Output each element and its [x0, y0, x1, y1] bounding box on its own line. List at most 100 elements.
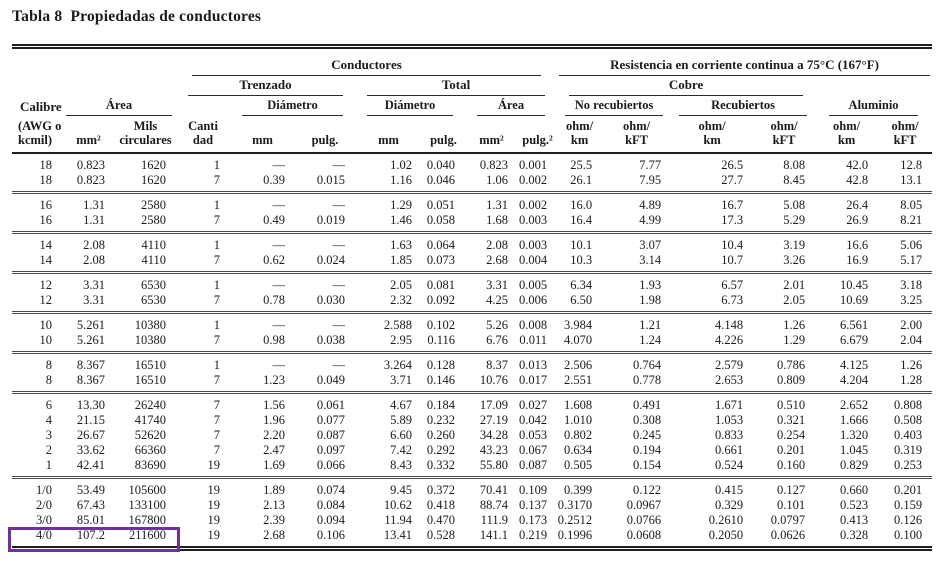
- cell-trenzado-diam-pulg: —: [295, 311, 355, 333]
- header-area-calibre: Área: [62, 96, 176, 116]
- table-row: 16 1.31 2580 1— —1.29 0.051 1.31 0.002 16.0 4.89 1…: [12, 191, 933, 213]
- cell-cobre-no-recub-ohm-kft: 0.778: [632, 373, 662, 387]
- cell-aluminio-ohm-kft: 8.21: [900, 213, 923, 227]
- cell-trenzado-diam-mm: —: [230, 311, 295, 333]
- cell-total-area-pulg2: 0.219: [518, 528, 548, 542]
- cell-cobre-recub-ohm-km: 27.7: [721, 173, 744, 187]
- cell-cobre-no-recub-ohm-km: 16.4: [570, 213, 593, 227]
- cell-aluminio-ohm-km: 6.679: [839, 333, 869, 347]
- cell-trenzado-diam-pulg: 0.106: [316, 528, 345, 542]
- cell-trenzado-diam-pulg: 0.094: [316, 513, 345, 527]
- cell-calibre: 4: [45, 413, 52, 427]
- cell-aluminio-ohm-kft: 1.26: [878, 351, 933, 373]
- cell-aluminio-ohm-kft: 12.8: [900, 158, 923, 172]
- cell-total-area-pulg2: 0.013: [518, 351, 558, 373]
- cell-cobre-recub-ohm-km: 10.4: [671, 231, 754, 253]
- table-row: 18 0.823 1620 1 — — 1.02 0.040 0.823 0.001 25.5 7.7…: [12, 153, 932, 173]
- cell-trenzado-diam-mm: 1.56: [230, 391, 295, 413]
- cell-area-mils: 66360: [134, 443, 166, 457]
- cell-aluminio-ohm-kft: 0.159: [893, 498, 923, 512]
- cell-aluminio-ohm-kft: 0.126: [893, 513, 923, 527]
- cell-total-diam-mm: 11.94: [384, 513, 412, 527]
- cell-area-mm2: 2.08: [62, 231, 115, 253]
- cell-cobre-recub-ohm-km: 26.5: [721, 158, 744, 172]
- cell-total-diam-pulg: 0.528: [426, 528, 455, 542]
- cell-aluminio-ohm-km: 10.69: [839, 293, 869, 307]
- cell-area-mm2: 0.823: [76, 158, 105, 172]
- cell-cobre-no-recub-ohm-kft: 1.93: [602, 271, 672, 293]
- cell-cobre-no-recub-ohm-kft: 0.154: [632, 458, 662, 472]
- cell-trenzado-diam-pulg: 0.077: [316, 413, 345, 427]
- cell-cobre-no-recub-ohm-kft: 7.77: [639, 158, 662, 172]
- cell-cantidad: 7: [213, 173, 220, 187]
- table-title: Tabla 8 Propiedadas de conductores: [12, 8, 262, 25]
- unit-ohm-kft-recub: ohm/ kFT: [753, 116, 816, 154]
- table-row: 2/0 67.43 133100 19 2.13 0.084 10.62 0.418 88.74…: [12, 498, 932, 513]
- cell-aluminio-ohm-kft: 5.17: [900, 253, 923, 267]
- cell-cobre-no-recub-ohm-kft: 0.245: [632, 428, 662, 442]
- cell-total-diam-pulg: 0.292: [426, 443, 455, 457]
- cell-aluminio-ohm-km: 0.413: [839, 513, 869, 527]
- cell-total-diam-pulg: 0.051: [422, 191, 465, 213]
- cell-cobre-recub-ohm-km: 0.661: [714, 443, 744, 457]
- cell-aluminio-ohm-km: 2.652: [815, 391, 879, 413]
- cell-area-mm2: 0.823: [76, 173, 105, 187]
- cell-calibre: 1/0: [12, 476, 62, 498]
- cell-total-diam-pulg: 0.040: [426, 158, 455, 172]
- row-group: 6 13.30 26240 7 1.56 0.061 4.67 0.184 17.09 0.027…: [12, 391, 933, 478]
- cell-trenzado-diam-pulg: 0.084: [316, 498, 345, 512]
- cell-area-mm2: 53.49: [62, 476, 115, 498]
- cell-total-area-mm2: 1.06: [486, 173, 508, 187]
- cell-total-area-mm2: 3.31: [465, 271, 518, 293]
- cell-aluminio-ohm-km: 42.0: [846, 158, 869, 172]
- cell-area-mm2: 2.08: [83, 253, 105, 267]
- cell-aluminio-ohm-km: 26.4: [815, 191, 879, 213]
- cell-aluminio-ohm-km: 16.6: [815, 231, 879, 253]
- unit-ohm-kft-aluminio: ohm/ kFT: [878, 116, 933, 154]
- cell-calibre: 12: [12, 271, 62, 293]
- cell-total-diam-mm: 5.89: [390, 413, 412, 427]
- cell-cobre-no-recub-ohm-km: 0.3170: [557, 498, 593, 512]
- cell-area-mm2: 5.261: [76, 333, 105, 347]
- cell-trenzado-diam-pulg: 0.019: [316, 213, 345, 227]
- cell-cantidad: 7: [213, 413, 220, 427]
- cell-total-area-pulg2: 0.067: [518, 443, 548, 457]
- header-no-recubiertos: No recubiertos: [557, 96, 671, 116]
- table-row: 18 0.823 1620 7 0.39 0.015 1.16 0.046 1.06 0.002 2…: [12, 173, 932, 193]
- cell-area-mils: 167800: [128, 513, 167, 527]
- cell-area-mm2: 3.31: [83, 293, 105, 307]
- cell-total-diam-pulg: 0.116: [427, 333, 455, 347]
- conductor-properties-table: Conductores Resistencia en corriente con…: [12, 44, 933, 551]
- cell-area-mm2: 26.67: [76, 428, 105, 442]
- cell-trenzado-diam-mm: —: [230, 351, 295, 373]
- cell-aluminio-ohm-kft: 8.05: [878, 191, 933, 213]
- cell-total-area-pulg2: 0.027: [518, 391, 558, 413]
- cell-total-diam-pulg: 0.418: [426, 498, 455, 512]
- cell-aluminio-ohm-km: 0.328: [839, 528, 869, 542]
- header-cobre: Cobre: [557, 76, 815, 96]
- cell-aluminio-ohm-km: 42.8: [846, 173, 869, 187]
- cell-area-mm2: 1.31: [62, 191, 115, 213]
- cell-cobre-recub-ohm-kft: 0.127: [753, 476, 816, 498]
- cell-cobre-recub-ohm-kft: 0.0626: [770, 528, 806, 542]
- cell-aluminio-ohm-km: 16.9: [846, 253, 869, 267]
- cell-cobre-recub-ohm-kft: 2.01: [753, 271, 816, 293]
- cell-area-mils: 83690: [134, 458, 166, 472]
- cell-total-diam-pulg: 0.184: [422, 391, 465, 413]
- cell-cobre-recub-ohm-kft: 0.0797: [770, 513, 806, 527]
- cell-aluminio-ohm-km: 6.561: [815, 311, 879, 333]
- cell-total-diam-pulg: 0.064: [422, 231, 465, 253]
- header-row-1: Conductores Resistencia en corriente con…: [12, 47, 932, 76]
- cell-area-mils: 2580: [115, 191, 176, 213]
- cell-aluminio-ohm-kft: 3.25: [900, 293, 923, 307]
- table-row: 3 26.67 52620 7 2.20 0.087 6.60 0.260 34.28 0.053…: [12, 428, 932, 443]
- cell-area-mm2: 1.31: [83, 213, 105, 227]
- cell-total-area-pulg2: 0.004: [518, 253, 548, 267]
- cell-calibre: 2/0: [36, 498, 52, 512]
- cell-cobre-recub-ohm-kft: 5.08: [753, 191, 816, 213]
- cell-cobre-no-recub-ohm-km: 3.984: [557, 311, 603, 333]
- header-total: Total: [355, 76, 557, 96]
- cell-total-area-pulg2: 0.005: [518, 271, 558, 293]
- cell-total-area-mm2: 111.9: [480, 513, 508, 527]
- cell-area-mm2: 85.01: [76, 513, 105, 527]
